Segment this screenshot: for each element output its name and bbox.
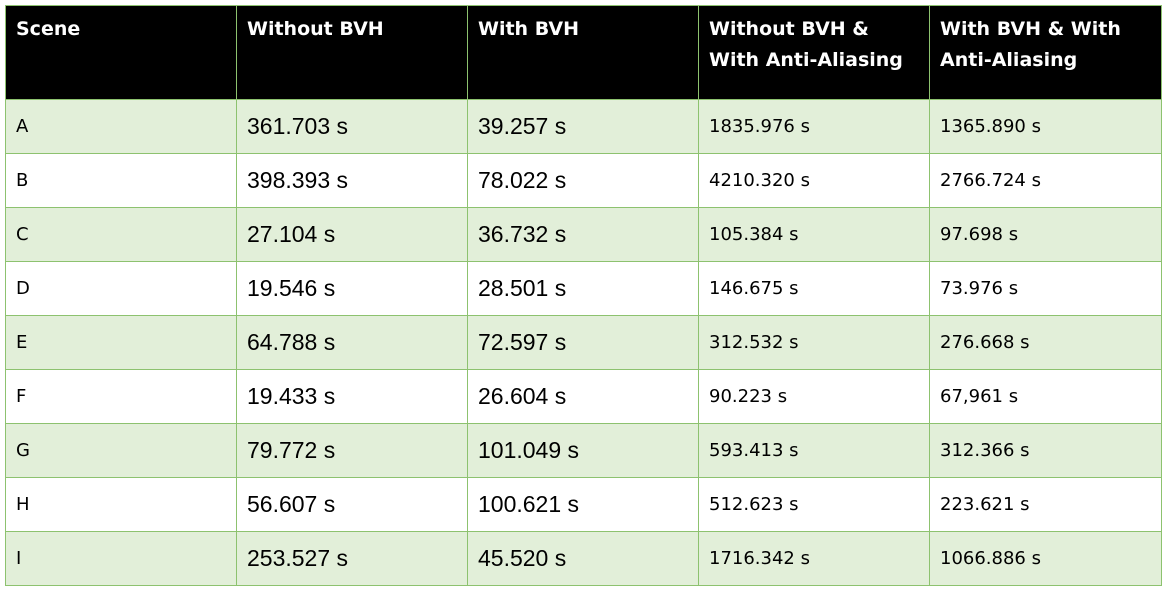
cell-with-bvh-with-aa: 276.668 s — [929, 315, 1162, 370]
cell-with-bvh: 45.520 s — [467, 531, 699, 586]
cell-without-bvh: 27.104 s — [236, 207, 468, 262]
cell-scene: G — [5, 423, 237, 478]
cell-without-bvh-with-aa: 1835.976 s — [698, 99, 930, 154]
cell-with-bvh: 101.049 s — [467, 423, 699, 478]
cell-with-bvh-with-aa: 1365.890 s — [929, 99, 1162, 154]
cell-scene: I — [5, 531, 237, 586]
cell-scene: E — [5, 315, 237, 370]
table-row: D 19.546 s 28.501 s 146.675 s 73.976 s — [5, 261, 1162, 316]
cell-scene: F — [5, 369, 237, 424]
cell-without-bvh-with-aa: 105.384 s — [698, 207, 930, 262]
table-row: B 398.393 s 78.022 s 4210.320 s 2766.724… — [5, 153, 1162, 208]
table-row: I 253.527 s 45.520 s 1716.342 s 1066.886… — [5, 531, 1162, 586]
table-header: Scene Without BVH With BVH Without BVH &… — [5, 5, 1162, 100]
header-with-bvh: With BVH — [467, 5, 699, 100]
cell-without-bvh-with-aa: 512.623 s — [698, 477, 930, 532]
cell-with-bvh: 78.022 s — [467, 153, 699, 208]
cell-with-bvh-with-aa: 97.698 s — [929, 207, 1162, 262]
cell-without-bvh: 64.788 s — [236, 315, 468, 370]
cell-scene: B — [5, 153, 237, 208]
cell-without-bvh: 398.393 s — [236, 153, 468, 208]
table-body: A 361.703 s 39.257 s 1835.976 s 1365.890… — [5, 99, 1162, 586]
header-without-bvh-with-aa: Without BVH & With Anti-Aliasing — [698, 5, 930, 100]
header-scene: Scene — [5, 5, 237, 100]
cell-without-bvh-with-aa: 4210.320 s — [698, 153, 930, 208]
header-row: Scene Without BVH With BVH Without BVH &… — [5, 5, 1162, 100]
cell-without-bvh-with-aa: 312.532 s — [698, 315, 930, 370]
cell-without-bvh: 361.703 s — [236, 99, 468, 154]
cell-without-bvh: 56.607 s — [236, 477, 468, 532]
cell-scene: A — [5, 99, 237, 154]
render-time-table: Scene Without BVH With BVH Without BVH &… — [5, 5, 1162, 586]
header-with-bvh-with-aa: With BVH & With Anti-Aliasing — [929, 5, 1162, 100]
cell-without-bvh: 253.527 s — [236, 531, 468, 586]
cell-with-bvh: 28.501 s — [467, 261, 699, 316]
cell-without-bvh-with-aa: 593.413 s — [698, 423, 930, 478]
cell-with-bvh: 39.257 s — [467, 99, 699, 154]
cell-without-bvh-with-aa: 90.223 s — [698, 369, 930, 424]
cell-with-bvh: 72.597 s — [467, 315, 699, 370]
cell-without-bvh: 79.772 s — [236, 423, 468, 478]
cell-without-bvh-with-aa: 1716.342 s — [698, 531, 930, 586]
table-row: F 19.433 s 26.604 s 90.223 s 67,961 s — [5, 369, 1162, 424]
cell-with-bvh-with-aa: 2766.724 s — [929, 153, 1162, 208]
cell-with-bvh: 36.732 s — [467, 207, 699, 262]
table-row: C 27.104 s 36.732 s 105.384 s 97.698 s — [5, 207, 1162, 262]
table-row: E 64.788 s 72.597 s 312.532 s 276.668 s — [5, 315, 1162, 370]
cell-with-bvh-with-aa: 67,961 s — [929, 369, 1162, 424]
cell-scene: C — [5, 207, 237, 262]
cell-with-bvh-with-aa: 1066.886 s — [929, 531, 1162, 586]
results-table-container: Scene Without BVH With BVH Without BVH &… — [5, 5, 1162, 586]
cell-scene: D — [5, 261, 237, 316]
cell-scene: H — [5, 477, 237, 532]
cell-with-bvh-with-aa: 223.621 s — [929, 477, 1162, 532]
cell-without-bvh: 19.546 s — [236, 261, 468, 316]
table-row: H 56.607 s 100.621 s 512.623 s 223.621 s — [5, 477, 1162, 532]
cell-without-bvh-with-aa: 146.675 s — [698, 261, 930, 316]
header-without-bvh: Without BVH — [236, 5, 468, 100]
cell-with-bvh: 100.621 s — [467, 477, 699, 532]
cell-with-bvh-with-aa: 312.366 s — [929, 423, 1162, 478]
table-row: A 361.703 s 39.257 s 1835.976 s 1365.890… — [5, 99, 1162, 154]
cell-with-bvh: 26.604 s — [467, 369, 699, 424]
cell-with-bvh-with-aa: 73.976 s — [929, 261, 1162, 316]
cell-without-bvh: 19.433 s — [236, 369, 468, 424]
table-row: G 79.772 s 101.049 s 593.413 s 312.366 s — [5, 423, 1162, 478]
